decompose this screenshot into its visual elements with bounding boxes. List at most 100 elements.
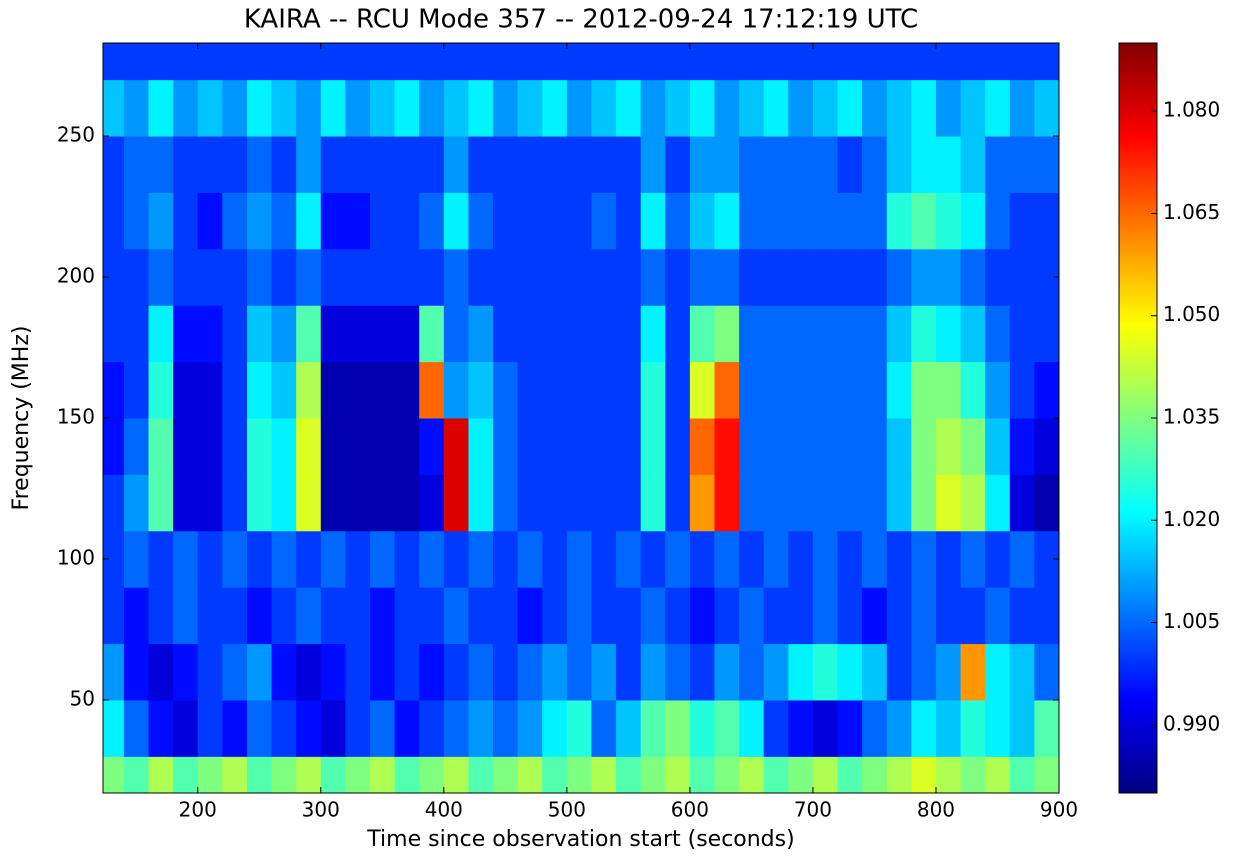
heatmap-cell	[862, 79, 888, 137]
heatmap-cell	[886, 530, 912, 588]
x-tick-label: 500	[548, 798, 586, 822]
heatmap-cell	[812, 474, 839, 532]
x-axis-label: Time since observation start (seconds)	[366, 827, 794, 852]
heatmap-cell	[222, 530, 248, 588]
heatmap-cell	[369, 305, 396, 363]
heatmap-cell	[862, 192, 888, 250]
heatmap-cell	[222, 643, 248, 701]
heatmap-cell	[419, 699, 445, 757]
heatmap-cell	[714, 305, 740, 363]
heatmap-cell	[394, 43, 420, 81]
heatmap-cell	[714, 79, 740, 137]
heatmap-cell	[837, 756, 863, 793]
heatmap-cell	[566, 248, 592, 306]
heatmap-cell	[739, 756, 765, 793]
heatmap-cell	[911, 587, 937, 645]
heatmap-cell	[935, 248, 962, 306]
heatmap-cell	[640, 530, 666, 588]
heatmap-cell	[739, 43, 765, 81]
heatmap-cell	[320, 43, 346, 81]
heatmap-cell	[320, 79, 346, 137]
heatmap-cell	[788, 699, 814, 757]
heatmap-cell	[911, 192, 937, 250]
heatmap-cell	[837, 587, 863, 645]
heatmap-cell	[714, 192, 740, 250]
heatmap-cell	[148, 643, 174, 701]
y-tick-label: 50	[70, 686, 95, 710]
heatmap-cell	[1034, 361, 1059, 419]
heatmap-cell	[419, 305, 445, 363]
heatmap-cell	[148, 756, 174, 793]
heatmap-cell	[517, 192, 543, 250]
heatmap-cell	[960, 361, 986, 419]
heatmap-cell	[296, 643, 322, 701]
heatmap-cell	[517, 587, 543, 645]
heatmap-cell	[517, 79, 543, 137]
heatmap-cell	[985, 192, 1011, 250]
heatmap-cell	[689, 305, 715, 363]
heatmap-cell	[103, 756, 125, 793]
heatmap-cell	[640, 43, 666, 81]
heatmap-cell	[862, 248, 888, 306]
heatmap-cell	[296, 530, 322, 588]
heatmap-cell	[517, 699, 543, 757]
heatmap-cell	[960, 587, 986, 645]
heatmap-cell	[443, 418, 469, 475]
heatmap-cell	[103, 248, 125, 306]
heatmap-cell	[935, 192, 962, 250]
heatmap-cell	[911, 756, 937, 793]
heatmap-cell	[788, 248, 814, 306]
heatmap-cell	[443, 361, 469, 419]
heatmap-cell	[493, 530, 519, 588]
heatmap-cell	[394, 587, 420, 645]
heatmap-cell	[960, 474, 986, 532]
heatmap-cell	[862, 474, 888, 532]
heatmap-cell	[689, 530, 715, 588]
heatmap-cell	[616, 643, 642, 701]
heatmap-cell	[173, 43, 199, 81]
heatmap-cell	[271, 587, 297, 645]
heatmap-cell	[911, 43, 937, 81]
heatmap-cell	[103, 361, 125, 419]
heatmap-cell	[1034, 699, 1059, 757]
heatmap-cell	[837, 248, 863, 306]
heatmap-cell	[369, 136, 396, 193]
heatmap-cell	[369, 79, 396, 137]
heatmap-cell	[123, 587, 150, 645]
heatmap-cell	[1009, 248, 1035, 306]
heatmap-cell	[591, 756, 617, 793]
heatmap-cell	[739, 248, 765, 306]
heatmap-cell	[222, 587, 248, 645]
heatmap-cell	[862, 418, 888, 475]
heatmap-cell	[566, 43, 592, 81]
heatmap-cell	[493, 474, 519, 532]
heatmap-cell	[271, 699, 297, 757]
heatmap-cell	[271, 643, 297, 701]
heatmap-cell	[345, 192, 371, 250]
colorbar-tick-label: 1.005	[1163, 609, 1220, 633]
heatmap-cell	[566, 756, 592, 793]
heatmap-cell	[985, 79, 1011, 137]
heatmap-cell	[394, 699, 420, 757]
heatmap-cell	[320, 418, 346, 475]
heatmap-cell	[935, 530, 962, 588]
heatmap-cell	[222, 79, 248, 137]
heatmap-cell	[566, 418, 592, 475]
heatmap-cell	[689, 43, 715, 81]
heatmap-cell	[443, 699, 469, 757]
heatmap-cell	[443, 587, 469, 645]
heatmap-cell	[763, 530, 789, 588]
heatmap-cell	[148, 305, 174, 363]
heatmap-cell	[812, 79, 839, 137]
heatmap-cell	[542, 79, 568, 137]
heatmap-cell	[665, 361, 691, 419]
heatmap-cell	[468, 643, 494, 701]
colorbar-tick-label: 1.080	[1163, 98, 1220, 122]
heatmap-cell	[960, 530, 986, 588]
heatmap-cell	[296, 43, 322, 81]
heatmap-cell	[862, 643, 888, 701]
heatmap-cell	[862, 136, 888, 193]
heatmap-cell	[763, 643, 789, 701]
heatmap-cell	[197, 643, 223, 701]
heatmap-cell	[1034, 418, 1059, 475]
